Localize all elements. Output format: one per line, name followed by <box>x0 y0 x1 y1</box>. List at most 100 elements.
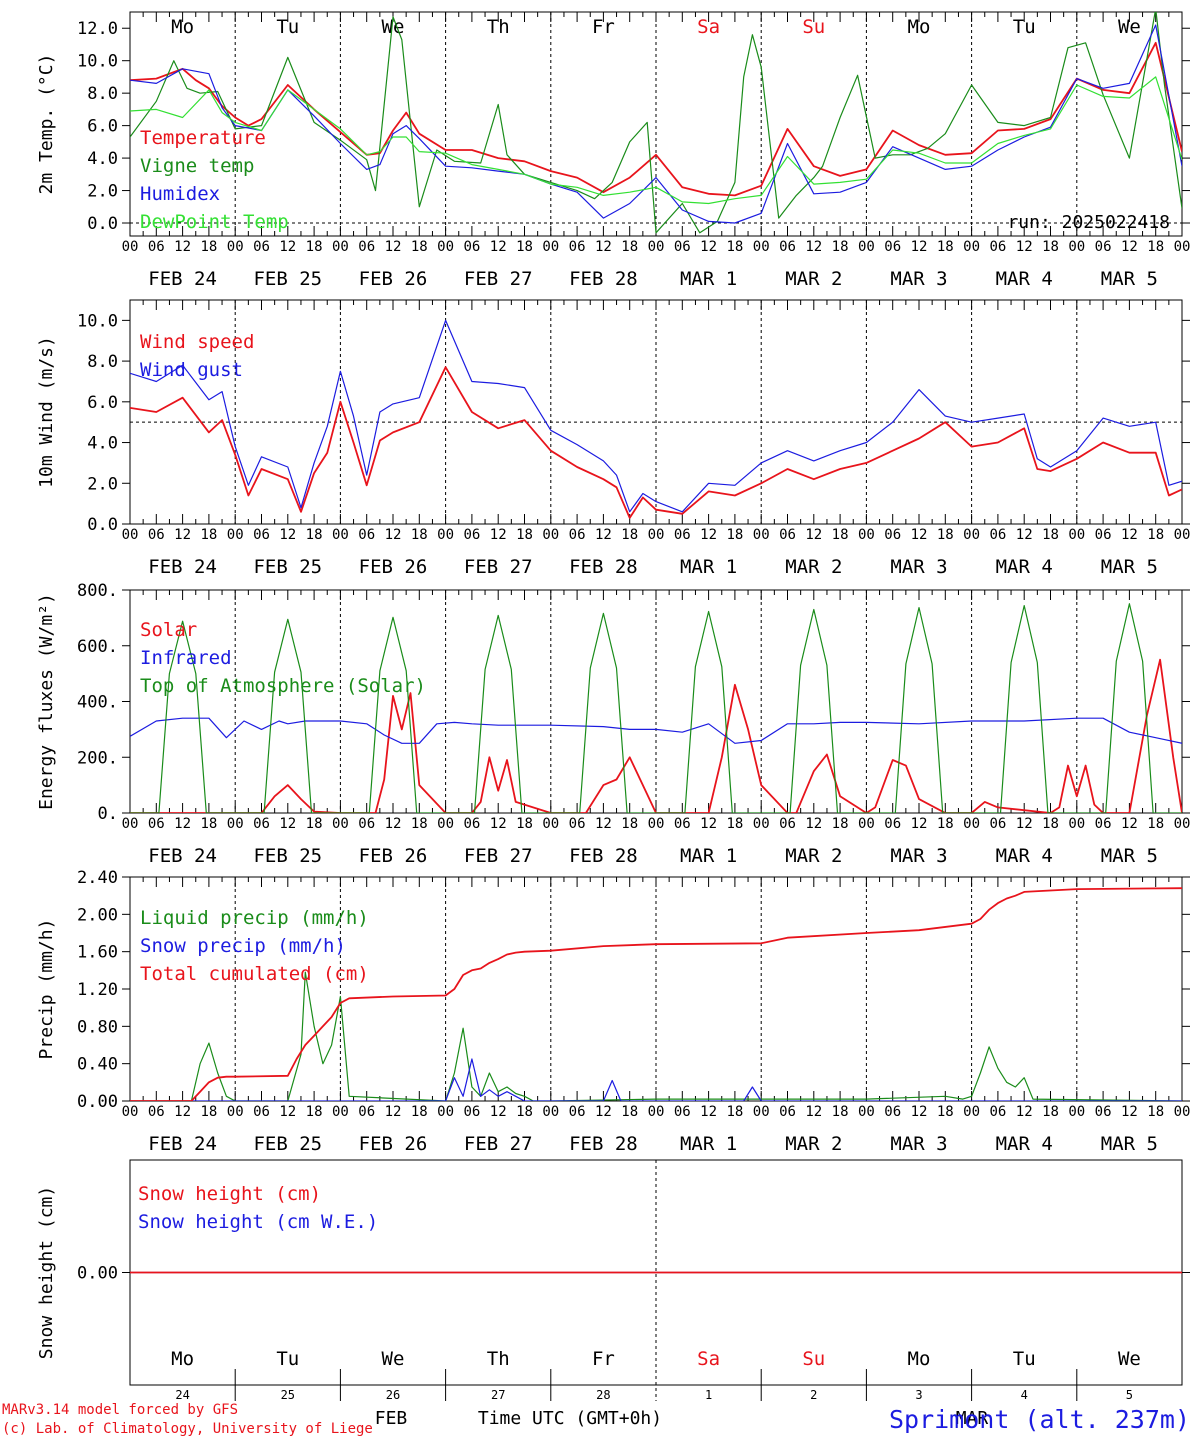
day-label: Su <box>802 16 825 38</box>
hour-tick-label: 00 <box>1068 239 1085 255</box>
series-group <box>130 319 1182 519</box>
hour-tick-label: 06 <box>569 1104 586 1120</box>
date-label: FEB 24 <box>148 1133 217 1155</box>
hour-tick-label: 00 <box>648 1104 665 1120</box>
y-tick-label: 2.00 <box>77 905 118 925</box>
date-label: FEB 24 <box>148 268 217 290</box>
date-label: FEB 25 <box>253 268 322 290</box>
hour-tick-label: 12 <box>595 527 612 543</box>
series-line-temperature <box>130 41 1182 197</box>
series-line-infrared <box>130 717 1182 744</box>
hour-tick-label: 12 <box>700 816 717 832</box>
hour-tick-label: 00 <box>437 816 454 832</box>
hour-tick-label: 12 <box>1016 1104 1033 1120</box>
y-tick-label: 2.0 <box>87 474 118 494</box>
hour-tick-label: 12 <box>1121 239 1138 255</box>
hour-tick-label: 00 <box>122 527 139 543</box>
hour-tick-label: 12 <box>385 239 402 255</box>
legend-entry: Snow precip (mm/h) <box>140 935 346 957</box>
y-tick-label: 0.40 <box>77 1055 118 1075</box>
hour-tick-label: 12 <box>700 239 717 255</box>
hour-tick-label: 06 <box>989 1104 1006 1120</box>
day-number-label: 27 <box>491 1388 505 1402</box>
date-label: MAR 1 <box>680 1133 737 1155</box>
day-number-label: 5 <box>1126 1388 1133 1402</box>
hour-tick-label: 06 <box>884 239 901 255</box>
hour-tick-label: 06 <box>463 527 480 543</box>
date-label: MAR 3 <box>890 268 947 290</box>
hour-tick-label: 06 <box>463 239 480 255</box>
hour-tick-label: 00 <box>437 239 454 255</box>
hour-tick-label: 00 <box>122 239 139 255</box>
hour-tick-label: 06 <box>148 527 165 543</box>
hour-tick-label: 18 <box>726 1104 743 1120</box>
hour-tick-label: 18 <box>937 1104 954 1120</box>
footer: MARv3.14 model forced by GFS (c) Lab. of… <box>2 1402 1190 1437</box>
hour-tick-label: 12 <box>805 816 822 832</box>
series-line-wind-gust <box>130 319 1182 513</box>
panel-3: 0. 200. 400. 600. 800. Energy fluxes (W/m²) 00… <box>36 581 1190 867</box>
hour-tick-label: 12 <box>911 1104 928 1120</box>
legend-entry: Snow height (cm W.E.) <box>138 1211 378 1233</box>
y-tick-label: 10.0 <box>77 311 118 331</box>
series-group <box>130 12 1182 234</box>
day-label: We <box>1118 16 1141 38</box>
hour-tick-label: 00 <box>648 816 665 832</box>
day-label: Fr <box>592 16 615 38</box>
hour-tick-label: 18 <box>832 1104 849 1120</box>
y-tick-label: 800. <box>77 581 118 601</box>
hour-tick-label: 18 <box>937 239 954 255</box>
hour-tick-label: 06 <box>253 527 270 543</box>
hour-tick-label: 12 <box>700 527 717 543</box>
day-label: Mo <box>171 1348 194 1370</box>
day-number-label: 3 <box>915 1388 922 1402</box>
date-label: MAR 5 <box>1101 1133 1158 1155</box>
date-label: MAR 5 <box>1101 268 1158 290</box>
day-label: Fr <box>592 1348 615 1370</box>
hour-tick-label: 00 <box>963 527 980 543</box>
hour-tick-label: 12 <box>805 527 822 543</box>
y-tick-label: 0. <box>98 804 118 824</box>
day-label: Tu <box>1013 16 1036 38</box>
series-line-liquid-precip-mm-h <box>130 971 1182 1101</box>
hour-tick-label: 12 <box>279 527 296 543</box>
hour-tick-label: 00 <box>858 816 875 832</box>
hour-tick-label: 06 <box>884 816 901 832</box>
date-label: MAR 2 <box>785 1133 842 1155</box>
hour-tick-label: 12 <box>911 527 928 543</box>
hour-tick-label: 18 <box>726 527 743 543</box>
hour-tick-label: 00 <box>122 816 139 832</box>
date-label: FEB 26 <box>359 845 428 867</box>
hour-tick-label: 18 <box>306 816 323 832</box>
hour-tick-label: 18 <box>1042 527 1059 543</box>
hour-tick-label: 12 <box>595 1104 612 1120</box>
hour-tick-label: 00 <box>227 239 244 255</box>
hour-tick-label: 06 <box>358 816 375 832</box>
hour-tick-label: 18 <box>516 239 533 255</box>
y-tick-label: 12.0 <box>77 19 118 39</box>
series-line-snow-precip-mm-h <box>130 1058 1182 1101</box>
hour-tick-label: 06 <box>569 816 586 832</box>
day-label: Mo <box>171 16 194 38</box>
hour-tick-label: 00 <box>963 239 980 255</box>
hour-tick-label: 00 <box>227 1104 244 1120</box>
y-axis-label: Snow height (cm) <box>36 1186 57 1359</box>
date-label: FEB 25 <box>253 556 322 578</box>
hour-tick-label: 12 <box>385 816 402 832</box>
hour-tick-label: 06 <box>884 1104 901 1120</box>
legend-entry: Top of Atmosphere (Solar) <box>140 675 426 697</box>
hour-tick-label: 18 <box>200 1104 217 1120</box>
day-number-label: 24 <box>175 1388 189 1402</box>
date-label: MAR 4 <box>996 268 1053 290</box>
date-label: FEB 25 <box>253 1133 322 1155</box>
hour-tick-label: 00 <box>227 816 244 832</box>
date-label: MAR 2 <box>785 845 842 867</box>
hour-tick-label: 06 <box>569 239 586 255</box>
time-axis-title: Time UTC (GMT+0h) <box>478 1408 662 1429</box>
hour-tick-label: 00 <box>1174 527 1191 543</box>
hour-tick-label: 06 <box>253 816 270 832</box>
hour-tick-label: 06 <box>779 816 796 832</box>
hour-tick-label: 12 <box>1016 816 1033 832</box>
legend-entry: Snow height (cm) <box>138 1183 321 1205</box>
day-label: Th <box>487 16 510 38</box>
